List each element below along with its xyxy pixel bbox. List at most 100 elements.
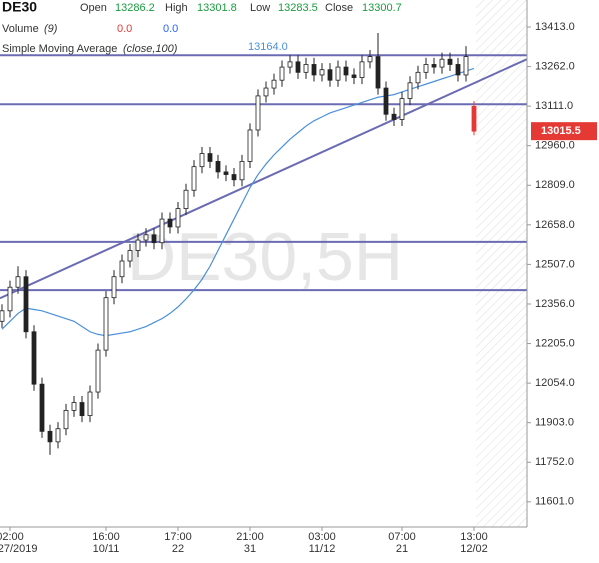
ohlc-label: Close — [325, 2, 353, 14]
y-tick-label: 12356.0 — [535, 298, 575, 310]
candle-body — [367, 56, 373, 63]
candle-body — [103, 297, 109, 351]
ohlc-label: Low — [250, 2, 270, 14]
candle-body — [255, 95, 261, 131]
x-tick-label: 13:00 — [460, 531, 488, 543]
ohlc-value: 13301.8 — [197, 2, 237, 14]
candle-body — [279, 66, 285, 81]
volume-value: 0.0 — [117, 23, 132, 35]
candle-body — [447, 58, 453, 65]
candle-body — [295, 61, 301, 73]
candle-body — [239, 161, 245, 181]
candle-body — [319, 69, 325, 76]
candle-body — [215, 161, 221, 173]
candle-body — [311, 64, 317, 76]
y-tick-label: 13111.0 — [535, 100, 573, 112]
price-label: 13015.5 — [541, 125, 581, 137]
y-tick-label: 12205.0 — [535, 337, 575, 349]
x-tick-label: 17:00 — [164, 531, 192, 543]
candle-body — [95, 349, 101, 393]
ohlc-label: High — [165, 2, 188, 14]
candle-body — [159, 218, 165, 244]
x-date-label: 31 — [244, 543, 256, 555]
candle-body — [391, 113, 397, 120]
x-tick-label: 03:00 — [308, 531, 336, 543]
candle-body — [87, 391, 93, 417]
x-tick-label: 02:00 — [0, 531, 24, 543]
candle-body — [223, 171, 229, 175]
candle-body — [423, 64, 429, 73]
candle-body — [135, 239, 141, 251]
candle-body — [359, 61, 365, 78]
candle-body — [263, 87, 269, 97]
volume-name: Volume — [2, 23, 39, 35]
candle-body — [231, 174, 237, 181]
candle-body — [407, 82, 413, 99]
candle-body — [55, 428, 61, 443]
x-date-label: 21 — [396, 543, 408, 555]
sma-value: 13164.0 — [248, 41, 288, 53]
candle-body — [119, 260, 125, 278]
candle-body — [175, 208, 181, 228]
candle-body — [151, 234, 157, 244]
candle-body — [71, 402, 77, 411]
volume-params: (9) — [44, 23, 58, 35]
candle-body — [207, 153, 213, 162]
candle-body — [431, 64, 437, 68]
x-date-label: 11/12 — [309, 543, 336, 555]
candle-body — [287, 61, 293, 68]
x-tick-label: 21:00 — [236, 531, 264, 543]
ohlc-label: Open — [80, 2, 107, 14]
y-tick-label: 13262.0 — [535, 60, 575, 72]
candle-body — [383, 87, 389, 115]
candle-body — [343, 66, 349, 76]
sma-name: Simple Moving Average — [2, 43, 117, 55]
candle-body — [39, 383, 45, 432]
candle-body — [127, 250, 133, 262]
candle-body — [463, 56, 469, 76]
watermark: DE30,5H — [127, 219, 403, 295]
candle-body — [191, 166, 197, 191]
y-tick-label: 12054.0 — [535, 377, 575, 389]
candle-body — [47, 430, 53, 443]
sma-line — [1, 67, 475, 337]
candle-body — [455, 64, 461, 76]
future-area — [476, 0, 527, 527]
candle-body — [303, 64, 309, 73]
candle-body — [15, 276, 21, 288]
ohlc-value: 13300.7 — [362, 2, 402, 14]
candle-body — [415, 71, 421, 84]
candle-body — [7, 286, 13, 312]
candle-body — [199, 153, 205, 168]
candle-body — [471, 105, 477, 132]
y-tick-label: 11903.0 — [535, 417, 574, 429]
candle-body — [111, 276, 117, 299]
candle-body — [143, 234, 149, 241]
y-tick-label: 12809.0 — [535, 179, 575, 191]
ohlc-value: 13286.2 — [115, 2, 155, 14]
trend-line — [0, 58, 527, 300]
x-date-label: 10/11 — [93, 543, 120, 555]
candle-body — [399, 98, 405, 120]
candle-body — [183, 189, 189, 209]
y-tick-label: 12658.0 — [535, 219, 575, 231]
y-tick-label: 12960.0 — [535, 140, 575, 152]
candle-body — [167, 218, 173, 228]
y-tick-label: 12507.0 — [535, 258, 575, 270]
x-date-label: 22 — [172, 543, 184, 555]
x-tick-label: 16:00 — [92, 531, 120, 543]
volume-value: 0.0 — [163, 23, 178, 35]
candle-body — [335, 66, 341, 81]
candle-body — [351, 74, 357, 78]
x-date-label: 09/27/2019 — [0, 543, 38, 555]
y-tick-label: 11601.0 — [535, 496, 574, 508]
candle-body — [375, 56, 381, 89]
candle-body — [327, 69, 333, 81]
candle-body — [271, 79, 277, 89]
y-tick-label: 13413.0 — [535, 21, 575, 33]
candle-body — [439, 58, 445, 68]
candle-body — [23, 276, 29, 333]
candle-body — [31, 331, 37, 385]
ohlc-value: 13283.5 — [278, 2, 318, 14]
